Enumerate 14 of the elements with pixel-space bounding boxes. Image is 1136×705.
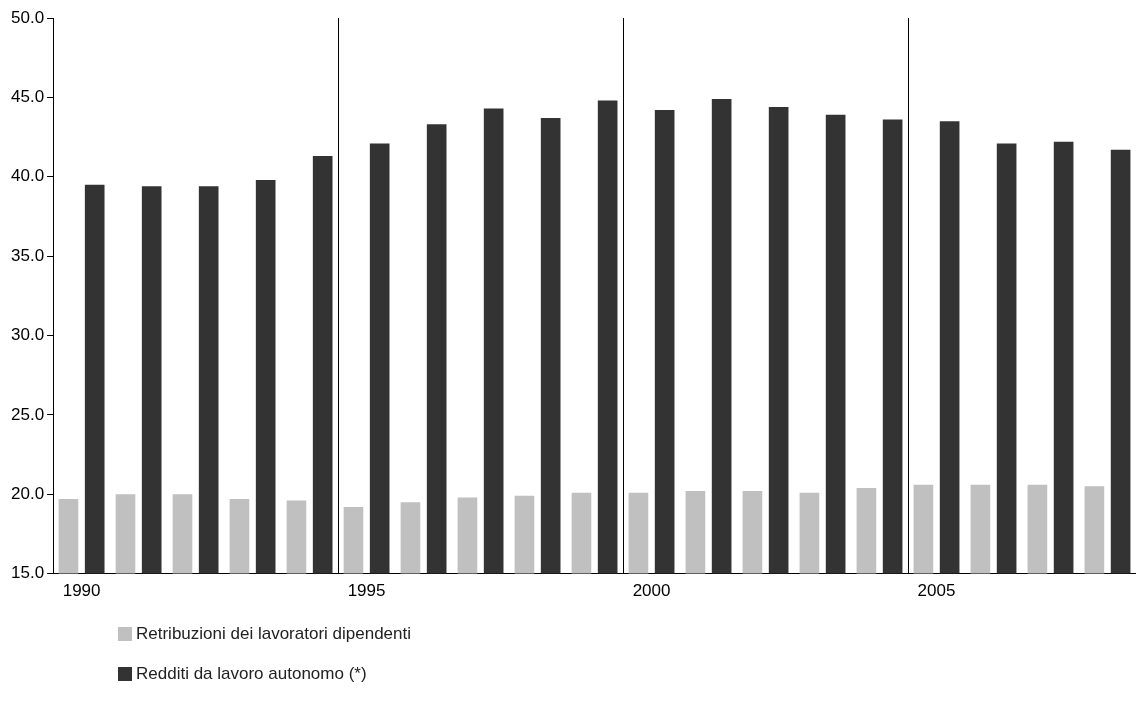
y-tick-label: 35.0 <box>10 245 45 265</box>
y-tick-label: 30.0 <box>10 325 45 345</box>
x-tick-label: 2000 <box>632 581 671 601</box>
y-tick-label: 40.0 <box>10 166 45 186</box>
x-tick-label: 1995 <box>347 581 386 601</box>
x-tick-label: 1990 <box>62 581 101 601</box>
legend-label: Retribuzioni dei lavoratori dipendenti <box>136 624 411 644</box>
legend-label: Redditi da lavoro autonomo (*) <box>136 664 367 684</box>
y-tick-label: 20.0 <box>10 483 45 503</box>
y-tick-label: 15.0 <box>10 563 45 583</box>
y-tick-label: 50.0 <box>10 7 45 27</box>
y-tick-label: 45.0 <box>10 87 45 107</box>
x-tick-label: 2005 <box>917 581 956 601</box>
y-tick-label: 25.0 <box>10 404 45 424</box>
